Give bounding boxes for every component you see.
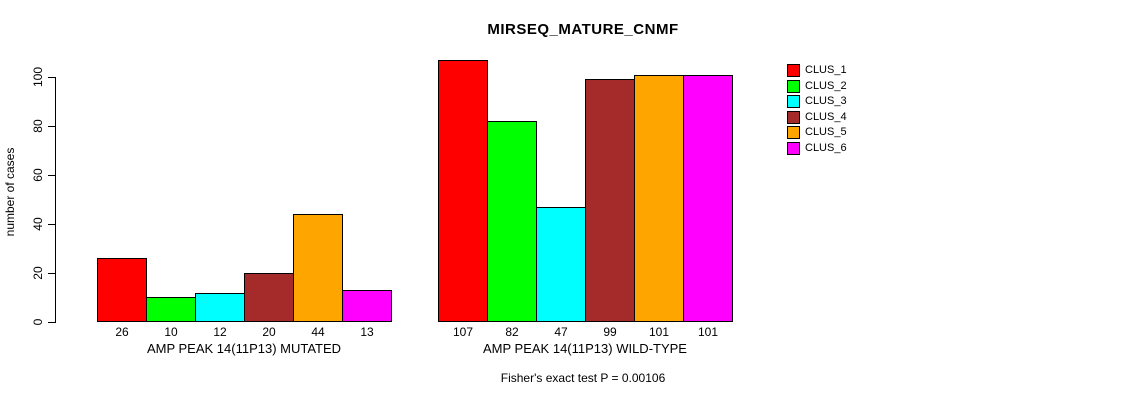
bar-mutated-clus_4 xyxy=(244,273,294,322)
bar-mutated-clus_5 xyxy=(293,214,343,322)
chart-title: MIRSEQ_MATURE_CNMF xyxy=(487,21,679,38)
y-axis-tick-label: 20 xyxy=(31,266,45,280)
y-axis-tick-label: 100 xyxy=(31,66,45,88)
bar-value-label: 101 xyxy=(648,325,670,339)
legend-item-clus_4: CLUS_4 xyxy=(787,110,847,124)
y-axis-tick xyxy=(48,224,56,225)
legend-item-clus_1: CLUS_1 xyxy=(787,64,847,77)
x-axis-label-mutated: AMP PEAK 14(11P13) MUTATED xyxy=(146,341,342,356)
bar-mutated-clus_2 xyxy=(146,297,196,322)
bar-wild-type-clus_5 xyxy=(634,75,684,322)
legend-label: CLUS_1 xyxy=(805,64,847,76)
bar-value-label: 107 xyxy=(452,325,474,339)
legend-label: CLUS_2 xyxy=(805,79,847,92)
y-axis-line xyxy=(55,77,56,323)
bar-mutated-clus_1 xyxy=(97,258,147,322)
legend-swatch-clus_6 xyxy=(787,141,800,155)
y-axis-tick xyxy=(48,126,56,127)
legend-swatch-clus_1 xyxy=(787,64,800,77)
legend-swatch-clus_5 xyxy=(787,126,800,140)
legend-label: CLUS_4 xyxy=(805,110,847,123)
bar-value-label: 101 xyxy=(697,325,719,339)
y-axis-tick-label: 60 xyxy=(31,168,45,182)
bar-value-label: 44 xyxy=(311,325,325,339)
legend-swatch-clus_3 xyxy=(787,95,800,109)
bar-value-label: 26 xyxy=(115,325,129,339)
bar-mutated-clus_3 xyxy=(195,293,245,322)
bar-value-label: 13 xyxy=(360,325,374,339)
y-axis-tick xyxy=(48,175,56,176)
bar-wild-type-clus_4 xyxy=(585,79,635,322)
bar-wild-type-clus_3 xyxy=(536,207,586,322)
bar-value-label: 99 xyxy=(603,325,617,339)
bar-value-label: 12 xyxy=(213,325,227,339)
bar-value-label: 82 xyxy=(505,325,519,339)
bar-value-label: 10 xyxy=(164,325,178,339)
bar-wild-type-clus_2 xyxy=(487,121,537,322)
legend-item-clus_3: CLUS_3 xyxy=(787,95,847,109)
bar-wild-type-clus_6 xyxy=(683,75,733,322)
legend-label: CLUS_5 xyxy=(805,126,847,139)
y-axis-tick-label: 0 xyxy=(31,318,45,326)
bar-wild-type-clus_1 xyxy=(438,60,488,322)
y-axis-label: number of cases xyxy=(3,147,17,237)
y-axis-tick-label: 80 xyxy=(31,119,45,133)
legend: CLUS_1 CLUS_2 CLUS_3 CLUS_4 CLUS_5 CLUS_6 xyxy=(787,64,847,158)
y-axis-tick xyxy=(48,322,56,323)
legend-item-clus_2: CLUS_2 xyxy=(787,79,847,93)
bar-mutated-clus_6 xyxy=(342,290,392,322)
legend-label: CLUS_3 xyxy=(805,95,847,108)
bar-value-label: 20 xyxy=(262,325,276,339)
fisher-test-annotation: Fisher's exact test P = 0.00106 xyxy=(500,371,666,385)
x-axis-label-wild-type: AMP PEAK 14(11P13) WILD-TYPE xyxy=(483,341,687,356)
legend-item-clus_6: CLUS_6 xyxy=(787,141,847,155)
legend-swatch-clus_4 xyxy=(787,110,800,124)
legend-label: CLUS_6 xyxy=(805,141,847,154)
legend-item-clus_5: CLUS_5 xyxy=(787,126,847,140)
y-axis-tick-label: 40 xyxy=(31,217,45,231)
y-axis-tick xyxy=(48,273,56,274)
bar-value-label: 47 xyxy=(554,325,568,339)
legend-swatch-clus_2 xyxy=(787,79,800,93)
y-axis-tick xyxy=(48,77,56,78)
